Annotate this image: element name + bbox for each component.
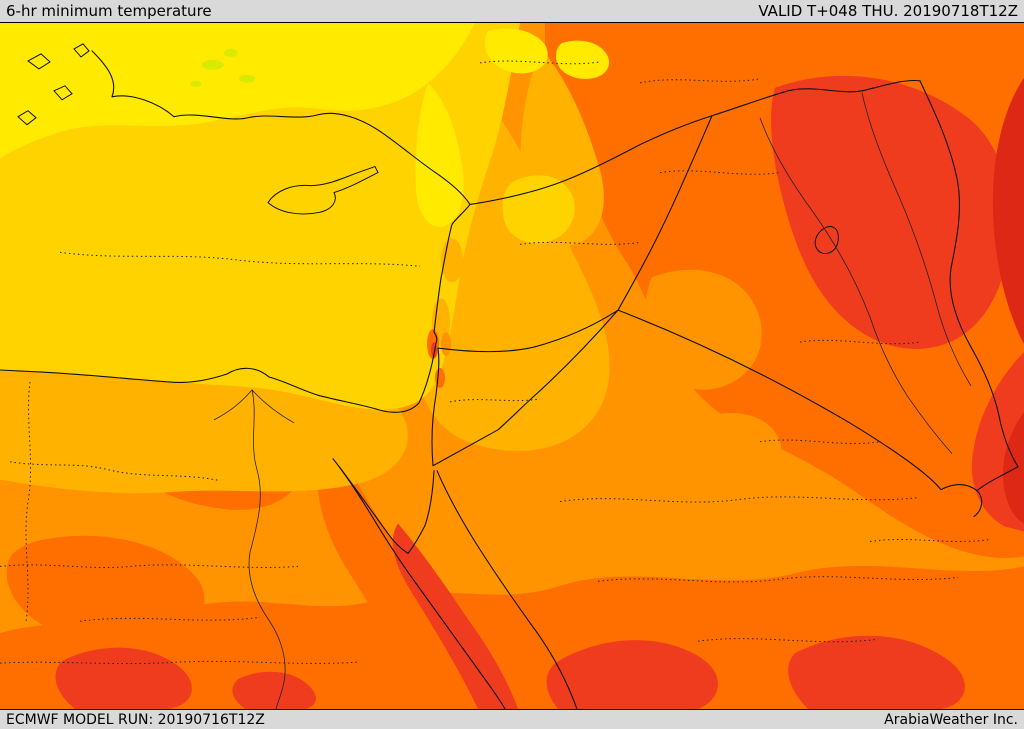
- coastline-persian-gulf: [976, 466, 1019, 492]
- temp-region-red: [788, 635, 965, 709]
- temp-region-bright-yellow: [415, 82, 464, 227]
- admin-line: [0, 564, 299, 568]
- temp-region-dark-red: [1002, 411, 1024, 524]
- admin-line: [0, 660, 359, 665]
- coastline-red-sea-east: [436, 470, 578, 709]
- cyprus-outline: [267, 165, 379, 215]
- admin-line: [449, 398, 541, 403]
- border-iraq-iran: [919, 80, 1019, 468]
- temp-region-red: [546, 640, 718, 709]
- aegean-islands: [17, 43, 90, 126]
- border-saudi-iraq: [617, 309, 983, 518]
- temp-region-green-yellow: [202, 59, 224, 70]
- admin-line: [597, 576, 959, 583]
- admin-line: [559, 496, 919, 503]
- lake-tharthar-outline: [814, 226, 839, 254]
- temperature-map-svg: [0, 23, 1024, 709]
- brand-label: ArabiaWeather Inc.: [884, 711, 1018, 728]
- nile-delta-arms: [213, 389, 295, 424]
- valid-time-label: VALID T+048 THU. 20190718T12Z: [758, 2, 1018, 20]
- map-title: 6-hr minimum temperature: [6, 2, 212, 20]
- temp-region-green-yellow: [224, 48, 238, 57]
- admin-line: [25, 381, 32, 622]
- sinai-outline: [339, 467, 435, 555]
- admin-line: [59, 251, 421, 267]
- border-syria-iraq: [617, 115, 713, 311]
- temp-region-red: [771, 75, 1012, 349]
- temp-region-orange: [687, 413, 782, 486]
- footer-bar: ECMWF MODEL RUN: 20190716T12Z ArabiaWeat…: [0, 710, 1024, 729]
- country-borders: [0, 43, 1019, 709]
- tigris-river: [861, 92, 972, 387]
- coastline-red-sea-west: [332, 458, 506, 709]
- temp-region-green-yellow: [190, 80, 202, 87]
- coastline-levant-egypt: [0, 50, 471, 413]
- euphrates-river: [759, 117, 953, 455]
- header-bar: 6-hr minimum temperature VALID T+048 THU…: [0, 0, 1024, 22]
- border-jordan: [431, 309, 619, 467]
- temp-region-red: [392, 523, 518, 709]
- rivers: [213, 92, 972, 709]
- admin-line: [697, 638, 879, 643]
- temp-region-orange: [441, 332, 451, 357]
- temp-region-dark-red: [992, 77, 1024, 345]
- nile-river: [248, 389, 286, 709]
- temp-region-bright-yellow: [484, 28, 548, 74]
- border-turkey-syria-iraq: [469, 79, 921, 206]
- temp-region-red: [232, 671, 316, 709]
- temp-region-bright-yellow: [556, 40, 610, 79]
- temp-region-green-yellow: [239, 74, 255, 83]
- model-run-label: ECMWF MODEL RUN: 20190716T12Z: [6, 711, 265, 728]
- temperature-field: [0, 23, 1024, 709]
- admin-line: [79, 616, 261, 622]
- temperature-map: [0, 22, 1024, 710]
- temp-region-yellow: [502, 175, 575, 244]
- temp-region-deep-orange: [435, 367, 445, 388]
- temp-region-bright-yellow: [0, 23, 475, 159]
- admin-dotted-lines: [0, 60, 991, 665]
- temp-region-orange: [352, 465, 433, 554]
- temp-region-deep-orange: [6, 535, 205, 647]
- admin-line: [9, 461, 221, 482]
